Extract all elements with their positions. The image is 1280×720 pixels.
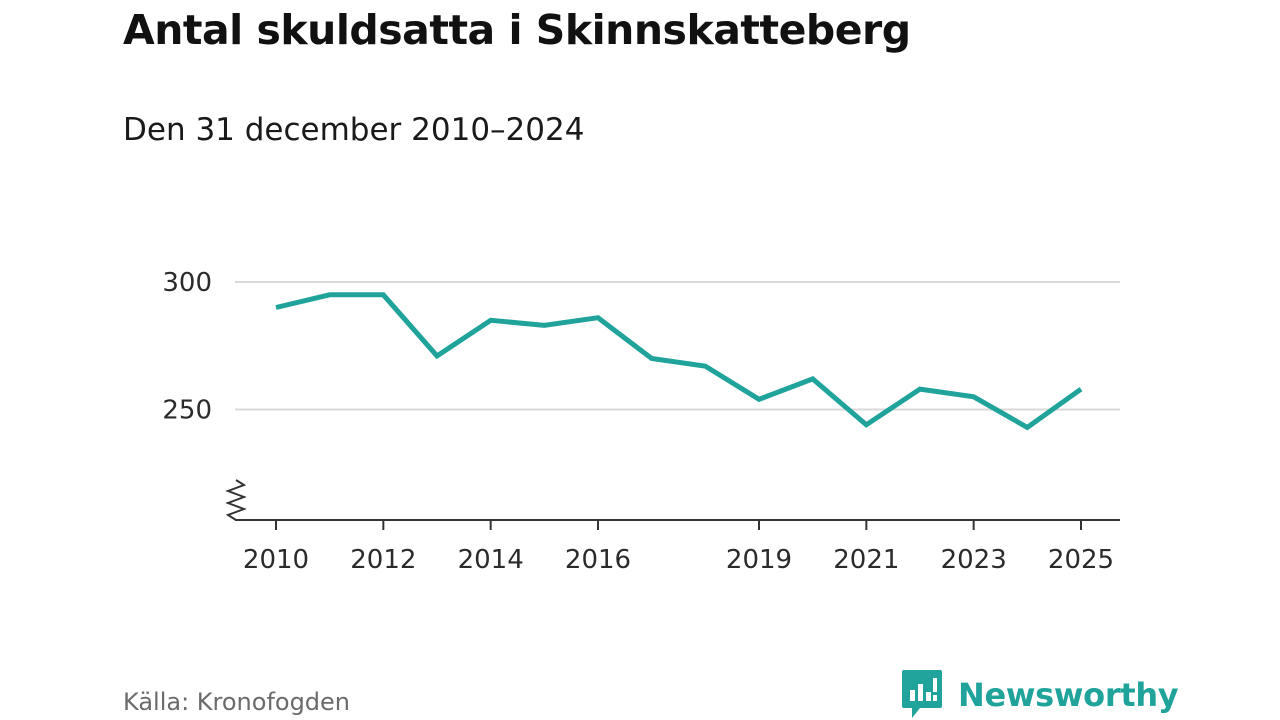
x-tick-label-2025: 2025 bbox=[1048, 545, 1114, 575]
chart-subtitle: Den 31 december 2010–2024 bbox=[123, 112, 585, 148]
newsworthy-logo-icon bbox=[902, 670, 942, 718]
x-tick-label-2023: 2023 bbox=[941, 545, 1007, 575]
x-tick-label-2012: 2012 bbox=[350, 545, 416, 575]
x-tick-label-2010: 2010 bbox=[243, 545, 309, 575]
brand-name: Newsworthy bbox=[958, 676, 1179, 714]
y-tick-label-300: 300 bbox=[162, 268, 212, 298]
x-tick-label-2019: 2019 bbox=[726, 545, 792, 575]
source-note: Källa: Kronofogden bbox=[123, 688, 351, 716]
series-line-0 bbox=[275, 292, 1083, 431]
y-tick-label-250: 250 bbox=[162, 396, 212, 426]
x-tick-label-2014: 2014 bbox=[458, 545, 524, 575]
x-tick-label-2021: 2021 bbox=[833, 545, 899, 575]
chart-title: Antal skuldsatta i Skinnskatteberg bbox=[123, 6, 911, 54]
x-tick-label-2016: 2016 bbox=[565, 545, 631, 575]
axis-break-icon bbox=[225, 479, 247, 521]
brand-logo: Newsworthy bbox=[902, 670, 1179, 720]
